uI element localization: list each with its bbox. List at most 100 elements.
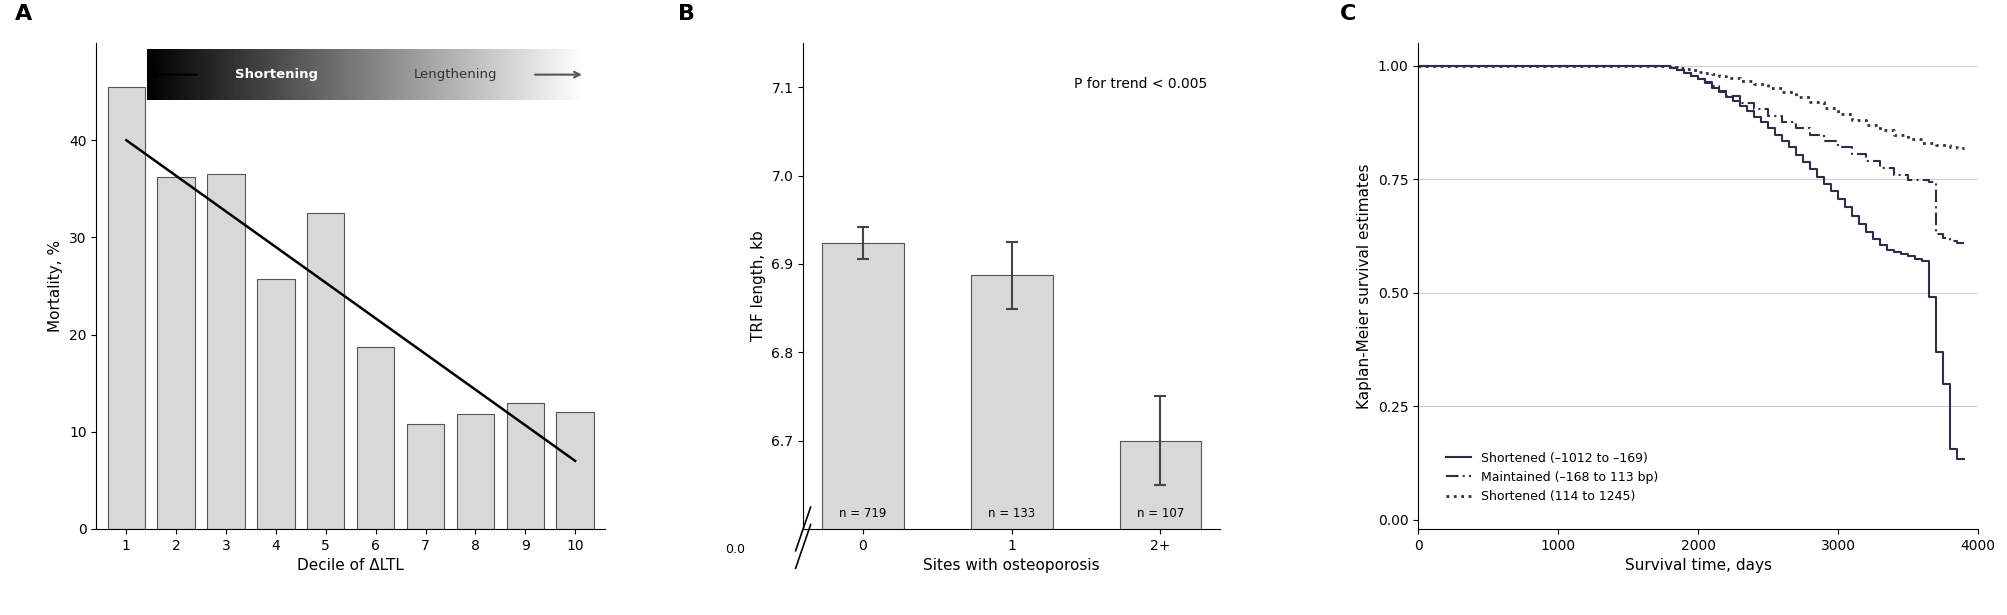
Bar <box>207 174 245 529</box>
Maintained (–168 to 113 bp) <box>1692 78 1716 85</box>
Text: n = 719: n = 719 <box>839 507 887 520</box>
Shortened (114 to 1245) <box>1475 62 1499 69</box>
Maintained (–168 to 113 bp) <box>1768 118 1792 125</box>
Shortened (–1012 to –169) <box>1658 65 1682 72</box>
Maintained (–168 to 113 bp) <box>1838 150 1862 157</box>
Shortened (–1012 to –169) <box>1860 236 1885 243</box>
Y-axis label: Mortality, %: Mortality, % <box>48 240 64 332</box>
Shortened (–1012 to –169) <box>1790 158 1814 165</box>
Shortened (–1012 to –169) <box>1686 76 1710 83</box>
Shortened (–1012 to –169) <box>1846 220 1871 228</box>
Shortened (–1012 to –169) <box>1678 73 1702 80</box>
Maintained (–168 to 113 bp) <box>1616 62 1640 69</box>
Shortened (–1012 to –169) <box>1889 250 1913 258</box>
Maintained (–168 to 113 bp) <box>1678 73 1702 80</box>
Bar <box>1120 440 1200 615</box>
Shortened (114 to 1245) <box>1909 139 1933 146</box>
Shortened (114 to 1245) <box>1545 62 1569 69</box>
Shortened (114 to 1245) <box>1881 131 1905 138</box>
Bar <box>257 279 295 529</box>
Bar <box>821 243 903 615</box>
Maintained (–168 to 113 bp) <box>1945 239 1969 247</box>
X-axis label: Sites with osteoporosis: Sites with osteoporosis <box>923 558 1100 573</box>
Maintained (–168 to 113 bp) <box>1664 66 1688 74</box>
Maintained (–168 to 113 bp) <box>1700 82 1724 90</box>
Shortened (114 to 1245) <box>1714 74 1738 81</box>
Text: B: B <box>678 4 694 24</box>
Shortened (–1012 to –169) <box>1838 212 1862 220</box>
Line: Maintained (–168 to 113 bp): Maintained (–168 to 113 bp) <box>1417 66 1963 243</box>
Maintained (–168 to 113 bp) <box>1824 144 1848 151</box>
Legend: Shortened (–1012 to –169), Maintained (–168 to 113 bp), Shortened (114 to 1245): Shortened (–1012 to –169), Maintained (–… <box>1441 446 1662 508</box>
Shortened (–1012 to –169) <box>1762 131 1786 138</box>
Shortened (–1012 to –169) <box>1714 93 1738 100</box>
Shortened (–1012 to –169) <box>1692 79 1716 87</box>
Maintained (–168 to 113 bp) <box>1672 69 1696 77</box>
Maintained (–168 to 113 bp) <box>1742 106 1766 113</box>
Y-axis label: Kaplan-Meier survival estimates: Kaplan-Meier survival estimates <box>1357 163 1371 409</box>
Shortened (114 to 1245) <box>1810 105 1834 112</box>
Maintained (–168 to 113 bp) <box>1686 75 1710 82</box>
Shortened (–1012 to –169) <box>1895 253 1919 260</box>
Shortened (114 to 1245) <box>1650 62 1674 69</box>
Shortened (–1012 to –169) <box>1720 98 1744 105</box>
Maintained (–168 to 113 bp) <box>1909 177 1933 184</box>
Shortened (–1012 to –169) <box>1903 255 1927 263</box>
Shortened (–1012 to –169) <box>1672 69 1696 76</box>
Shortened (–1012 to –169) <box>1881 248 1905 256</box>
Shortened (114 to 1245) <box>1838 116 1862 124</box>
Shortened (114 to 1245) <box>1672 65 1696 73</box>
Shortened (114 to 1245) <box>1405 62 1429 69</box>
Bar <box>307 213 345 529</box>
Shortened (–1012 to –169) <box>1545 62 1569 69</box>
Shortened (–1012 to –169) <box>1475 62 1499 69</box>
Shortened (–1012 to –169) <box>1931 380 1955 387</box>
Shortened (114 to 1245) <box>1686 68 1710 76</box>
Shortened (114 to 1245) <box>1728 77 1752 84</box>
Maintained (–168 to 113 bp) <box>1937 237 1961 244</box>
Bar <box>157 177 195 529</box>
Maintained (–168 to 113 bp) <box>1650 62 1674 69</box>
Maintained (–168 to 113 bp) <box>1931 234 1955 242</box>
Maintained (–168 to 113 bp) <box>1923 230 1947 237</box>
Shortened (114 to 1245) <box>1867 127 1891 134</box>
Shortened (–1012 to –169) <box>1748 118 1772 125</box>
Shortened (–1012 to –169) <box>1650 62 1674 69</box>
Text: 0.0: 0.0 <box>725 543 745 556</box>
Bar <box>108 87 145 529</box>
Maintained (–168 to 113 bp) <box>1782 125 1806 132</box>
Shortened (114 to 1245) <box>1796 98 1820 106</box>
Shortened (114 to 1245) <box>1692 69 1716 77</box>
Shortened (114 to 1245) <box>1768 88 1792 95</box>
Maintained (–168 to 113 bp) <box>1917 178 1941 185</box>
Bar <box>969 276 1052 615</box>
Shortened (–1012 to –169) <box>1923 348 1947 355</box>
Shortened (–1012 to –169) <box>1728 102 1752 109</box>
Line: Shortened (–1012 to –169): Shortened (–1012 to –169) <box>1417 66 1963 459</box>
Text: C: C <box>1339 4 1355 24</box>
Shortened (–1012 to –169) <box>1951 455 1975 462</box>
Shortened (114 to 1245) <box>1895 136 1919 143</box>
Shortened (–1012 to –169) <box>1706 89 1730 96</box>
Shortened (–1012 to –169) <box>1754 125 1778 132</box>
Bar <box>506 403 544 529</box>
Shortened (–1012 to –169) <box>1804 173 1828 180</box>
Shortened (–1012 to –169) <box>1742 113 1766 121</box>
Maintained (–168 to 113 bp) <box>1714 92 1738 100</box>
Shortened (114 to 1245) <box>1706 72 1730 79</box>
Shortened (114 to 1245) <box>1754 84 1778 91</box>
Shortened (114 to 1245) <box>1824 110 1848 117</box>
Shortened (–1012 to –169) <box>1768 137 1792 145</box>
Shortened (114 to 1245) <box>1782 93 1806 100</box>
Shortened (–1012 to –169) <box>1700 84 1724 91</box>
Shortened (–1012 to –169) <box>1616 62 1640 69</box>
Y-axis label: TRF length, kb: TRF length, kb <box>751 231 765 341</box>
Text: P for trend < 0.005: P for trend < 0.005 <box>1074 77 1206 91</box>
Shortened (–1012 to –169) <box>1852 228 1877 236</box>
Shortened (114 to 1245) <box>1852 122 1877 129</box>
Bar <box>357 347 393 529</box>
Maintained (–168 to 113 bp) <box>1951 239 1975 247</box>
Shortened (–1012 to –169) <box>1796 165 1820 173</box>
Text: A: A <box>14 4 32 24</box>
Maintained (–168 to 113 bp) <box>1545 62 1569 69</box>
